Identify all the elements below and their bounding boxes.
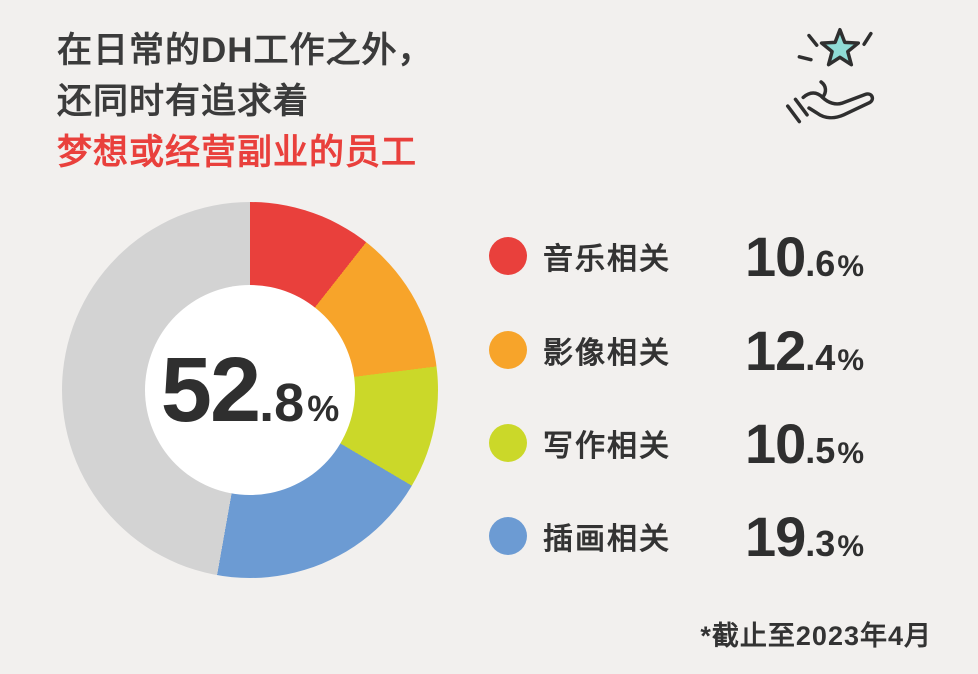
- center-value-int: 52: [160, 338, 261, 441]
- legend-value-int: 10: [745, 411, 806, 475]
- legend-value-dec: .4: [805, 336, 836, 378]
- legend-label-music: 音乐相关: [543, 243, 671, 276]
- sparkle-icon: [797, 31, 873, 62]
- footnote: *截止至2023年4月: [700, 621, 932, 651]
- star-icon: [819, 27, 861, 67]
- legend-value-int: 19: [745, 504, 806, 568]
- legend-value-int: 10: [745, 224, 806, 288]
- hand-icon: [785, 80, 875, 124]
- legend-row-illustration: 插画相关 19 .3 %: [489, 505, 939, 568]
- legend-value-unit: %: [837, 343, 865, 377]
- legend-label-writing: 写作相关: [543, 430, 671, 463]
- center-value: 52 .8 %: [161, 338, 339, 443]
- legend-value-music: 10 .6 %: [745, 224, 864, 289]
- hand-holding-star-svg: [785, 27, 875, 124]
- legend-value-unit: %: [837, 436, 865, 470]
- legend-row-music: 音乐相关 10 .6 %: [489, 225, 939, 288]
- legend-value-dec: .3: [805, 522, 836, 564]
- legend-value-dec: .6: [805, 242, 836, 284]
- center-value-dec: .8: [259, 372, 305, 433]
- legend-label-video: 影像相关: [543, 337, 671, 370]
- legend-row-video: 影像相关 12 .4 %: [489, 319, 939, 382]
- legend-value-dec: .5: [805, 429, 836, 471]
- hand-holding-star-icon: [780, 20, 896, 140]
- title-line-1: 在日常的DH工作之外，: [57, 31, 434, 70]
- legend-dot-music: [489, 237, 527, 275]
- donut-chart: 52 .8 %: [62, 202, 438, 578]
- legend-value-video: 12 .4 %: [745, 318, 864, 383]
- page-title: 在日常的DH工作之外， 还同时有追求着 梦想或经营副业的员工: [57, 26, 434, 178]
- donut-center: 52 .8 %: [145, 285, 355, 495]
- title-line-2: 还同时有追求着: [57, 81, 310, 121]
- legend-value-writing: 10 .5 %: [745, 411, 864, 476]
- legend-value-int: 12: [745, 318, 806, 382]
- legend-value-unit: %: [837, 529, 865, 563]
- center-value-unit: %: [307, 387, 340, 429]
- legend-row-writing: 写作相关 10 .5 %: [489, 412, 939, 475]
- legend-dot-illustration: [489, 517, 527, 555]
- legend-value-unit: %: [837, 249, 865, 283]
- legend-value-illustration: 19 .3 %: [745, 504, 864, 569]
- legend-label-illustration: 插画相关: [543, 523, 671, 556]
- title-line-3-accent: 梦想或经营副业的员工: [57, 132, 418, 172]
- legend-dot-video: [489, 331, 527, 369]
- legend-dot-writing: [489, 424, 527, 462]
